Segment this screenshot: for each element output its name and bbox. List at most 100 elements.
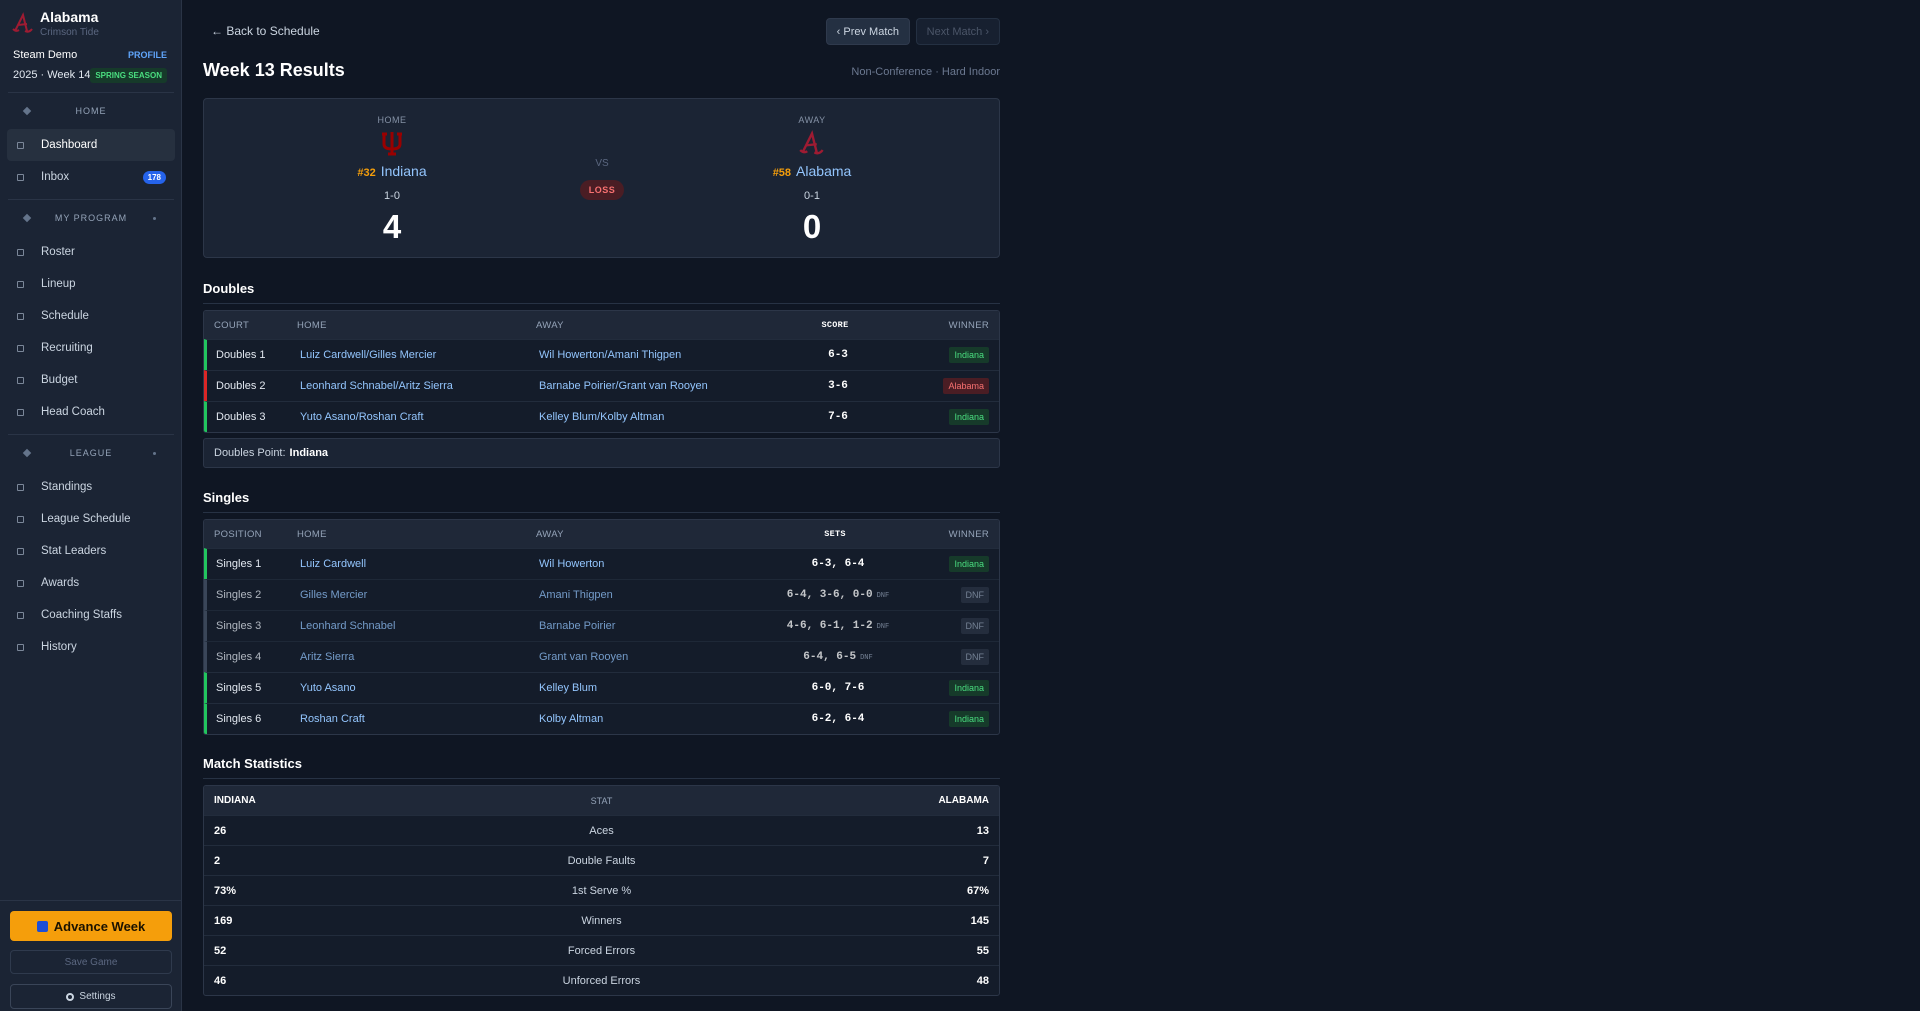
prev-button[interactable]: ‹ Prev Match bbox=[825, 18, 910, 45]
profile-link[interactable]: PROFILE bbox=[127, 50, 167, 60]
away-team: AWAY #58 Alabama 0-1 0 bbox=[624, 99, 1000, 257]
away-player[interactable]: Kelley Blum bbox=[539, 682, 598, 694]
nav-item[interactable]: Budget bbox=[7, 364, 175, 396]
team-name[interactable]: Alabama bbox=[796, 163, 852, 179]
stat-cell: 26 bbox=[214, 824, 227, 837]
section-heading: Singles bbox=[203, 490, 1000, 513]
away-player[interactable]: Grant van Rooyen bbox=[539, 651, 629, 663]
score: 6-0, 7-6 bbox=[779, 682, 897, 694]
match-row: Singles 3 Leonhard Schnabel Barnabe Poirie… bbox=[204, 610, 999, 641]
score: 6-4, 6-5 DNF bbox=[779, 651, 897, 663]
nav-item[interactable]: Awards bbox=[7, 567, 175, 599]
nav-item[interactable]: History bbox=[7, 631, 175, 663]
court: Singles 4 bbox=[216, 651, 262, 663]
result-badge: LOSS bbox=[579, 180, 625, 200]
stat-cell: 67% bbox=[966, 884, 989, 897]
section-title: HOME bbox=[0, 93, 182, 129]
label: Advance Week bbox=[53, 918, 146, 934]
column-header: STAT bbox=[590, 795, 613, 806]
back-link[interactable]: ← Back to Schedule bbox=[211, 24, 320, 38]
score: 6-3 bbox=[779, 349, 897, 361]
badge: 178 bbox=[142, 170, 166, 184]
nav-item[interactable]: Coaching Staffs bbox=[7, 599, 175, 631]
column-header: HOME bbox=[297, 319, 327, 331]
icon bbox=[66, 992, 75, 1001]
season-badge: SPRING SEASON bbox=[90, 68, 167, 83]
away-player[interactable]: Amani Thigpen bbox=[539, 589, 613, 601]
stat-cell: 169 bbox=[214, 914, 233, 927]
away-player[interactable]: Barnabe Poirier/Grant van Rooyen bbox=[539, 380, 708, 392]
next-button: Next Match › bbox=[915, 18, 1000, 45]
home-player[interactable]: Yuto Asano/Roshan Craft bbox=[300, 411, 424, 423]
home-player[interactable]: Roshan Craft bbox=[300, 713, 365, 725]
home-player[interactable]: Aritz Sierra bbox=[300, 651, 355, 663]
nav-item[interactable]: Head Coach bbox=[7, 396, 175, 428]
stat-row: 52 Forced Errors 55 bbox=[204, 935, 999, 965]
away-player[interactable]: Kolby Altman bbox=[539, 713, 604, 725]
nav-item[interactable]: Roster bbox=[7, 236, 175, 268]
nav-item[interactable]: Schedule bbox=[7, 300, 175, 332]
save-button[interactable]: Save Game bbox=[10, 950, 172, 974]
court: Singles 3 bbox=[216, 620, 262, 632]
match-row: Singles 5 Yuto Asano Kelley Blum 6-0, 7-6 In… bbox=[204, 672, 999, 703]
nav-item[interactable]: Stat Leaders bbox=[7, 535, 175, 567]
nav-item[interactable]: Lineup bbox=[7, 268, 175, 300]
away-player[interactable]: Kelley Blum/Kolby Altman bbox=[539, 411, 665, 423]
label: Standings bbox=[41, 481, 93, 493]
column-header: INDIANA bbox=[214, 795, 256, 806]
away-player[interactable]: Wil Howerton/Amani Thigpen bbox=[539, 349, 682, 361]
nav-item[interactable]: League Schedule bbox=[7, 503, 175, 535]
settings-button[interactable]: Settings bbox=[10, 984, 172, 1009]
icon bbox=[17, 611, 24, 619]
score-text: 6-0, 7-6 bbox=[811, 682, 865, 694]
away-player[interactable]: Barnabe Poirier bbox=[539, 620, 616, 632]
nav-item[interactable]: Dashboard bbox=[7, 129, 175, 161]
team-logo bbox=[799, 130, 824, 155]
side-label: AWAY bbox=[798, 115, 826, 125]
divider bbox=[8, 92, 174, 93]
match-row: Doubles 1 Luiz Cardwell/Gilles Mercier Wil… bbox=[204, 339, 999, 370]
winner-badge: Indiana bbox=[949, 711, 989, 727]
rank: #58 bbox=[772, 167, 792, 179]
home-player[interactable]: Leonhard Schnabel/Aritz Sierra bbox=[300, 380, 453, 392]
winner: Indiana bbox=[897, 680, 999, 696]
away-player[interactable]: Wil Howerton bbox=[539, 558, 605, 570]
header-row: INDIANA STAT ALABAMA bbox=[204, 786, 999, 815]
icon bbox=[17, 643, 24, 651]
column-header: SETS bbox=[824, 529, 846, 539]
team-logo bbox=[382, 132, 402, 156]
winner-badge: DNF bbox=[960, 649, 989, 665]
divider bbox=[8, 434, 174, 435]
chevron bbox=[153, 451, 156, 455]
advance-button[interactable]: Advance Week bbox=[10, 911, 172, 941]
nav-item[interactable]: Standings bbox=[7, 471, 175, 503]
label: Recruiting bbox=[41, 342, 93, 354]
home-player[interactable]: Yuto Asano bbox=[300, 682, 356, 694]
icon bbox=[17, 344, 24, 352]
nav-item[interactable]: Inbox 178 bbox=[7, 161, 175, 193]
match-row: Singles 4 Aritz Sierra Grant van Rooyen 6-4… bbox=[204, 641, 999, 672]
page-title: Week 13 Results bbox=[203, 60, 345, 80]
icon bbox=[17, 312, 24, 320]
nav-item[interactable]: Recruiting bbox=[7, 332, 175, 364]
result: LOSS bbox=[579, 180, 625, 200]
stats-table: INDIANA STAT ALABAMA 26 Aces 13 2 Double Faults… bbox=[203, 785, 1000, 996]
score: 4 bbox=[382, 208, 402, 245]
label: Dashboard bbox=[41, 139, 98, 151]
home-player[interactable]: Gilles Mercier bbox=[300, 589, 368, 601]
note: DNF bbox=[876, 623, 890, 631]
stat-cell: 52 bbox=[214, 944, 227, 957]
stat-cell: 7 bbox=[982, 854, 989, 867]
label: Roster bbox=[41, 246, 75, 258]
score-text: 6-4, 6-5 bbox=[803, 651, 857, 663]
home-player[interactable]: Luiz Cardwell/Gilles Mercier bbox=[300, 349, 437, 361]
team-name[interactable]: Indiana bbox=[380, 163, 427, 179]
column-header: HOME bbox=[297, 528, 327, 540]
home-player[interactable]: Luiz Cardwell bbox=[300, 558, 367, 570]
icon bbox=[17, 376, 24, 384]
winner-badge: Indiana bbox=[949, 680, 989, 696]
home-player[interactable]: Leonhard Schnabel bbox=[300, 620, 396, 632]
sidebar-footer: Advance Week Save Game Settings bbox=[0, 900, 182, 1011]
column-header: AWAY bbox=[536, 528, 564, 540]
